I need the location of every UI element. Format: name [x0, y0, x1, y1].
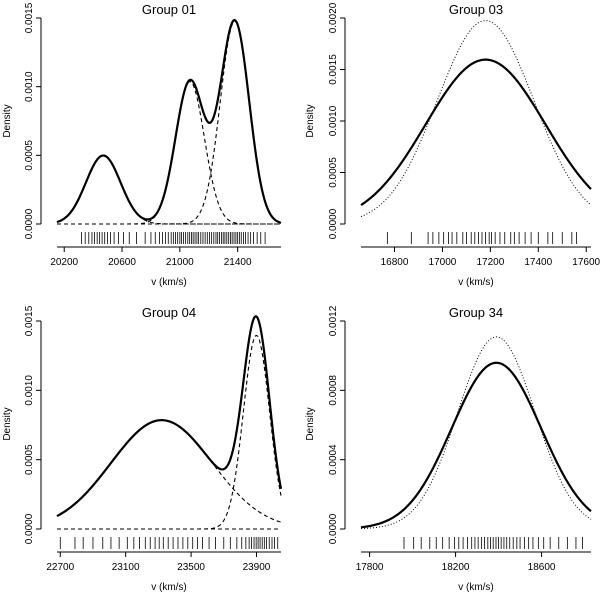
component-curve-1 [56, 419, 282, 523]
panel-title: Group 04 [142, 305, 196, 320]
y-tick-label: 0.0004 [328, 444, 339, 475]
x-tick-label: 22700 [46, 562, 74, 573]
y-tick-label: 0.0000 [328, 513, 339, 544]
plot-area: 0.0000 0.0005 0.0010 0.0015 20200 20600 21000 2… [24, 2, 282, 268]
component-curve-2 [57, 334, 282, 530]
y-tick-label: 0.0020 [328, 2, 339, 33]
panel-group-03: Group 03 Density v (km/s) 0.00000.00050.… [305, 2, 600, 288]
y-tick-label: 0.0010 [328, 105, 339, 136]
y-tick-label: 0.0000 [24, 513, 35, 544]
panel-title: Group 34 [449, 305, 503, 320]
plot-area: 0.0000 0.0005 0.0010 0.0015 22700 23100 23500 2… [24, 305, 283, 573]
x-tick-label: 23500 [177, 562, 205, 573]
x-tick-label: 17200 [476, 257, 504, 268]
x-axis-label: v (km/s) [151, 582, 187, 593]
y-axis-label: Density [305, 104, 316, 137]
y-tick-label: 0.0005 [328, 157, 339, 188]
y-tick-label: 0.0010 [24, 375, 35, 406]
x-tick-label: 23900 [243, 562, 271, 573]
y-tick-label: 0.0008 [328, 375, 339, 406]
x-tick-label: 23100 [112, 562, 140, 573]
total-density-curve [360, 58, 592, 207]
component-curve-2 [57, 81, 281, 225]
x-tick-label: 17000 [429, 257, 457, 268]
y-tick-label: 0.0005 [24, 444, 35, 475]
x-axis-label: v (km/s) [458, 582, 494, 593]
y-tick-label: 0.0015 [328, 54, 339, 85]
y-tick-label: 0.0010 [24, 71, 35, 102]
x-tick-label: 17800 [356, 562, 384, 573]
panel-group-04: Group 04 Density v (km/s) 0.00000.00050.… [2, 305, 283, 593]
x-tick-label: 21000 [166, 257, 194, 268]
y-tick-label: 0.0015 [24, 305, 35, 336]
y-axis-label: Density [305, 407, 316, 440]
x-tick-label: 21400 [224, 257, 252, 268]
plot-area: 0.0000 0.0005 0.0010 0.0015 0.0020 16800 17000… [328, 2, 600, 268]
y-tick-label: 0.0000 [328, 208, 339, 239]
x-tick-label: 20600 [108, 257, 136, 268]
panel-title: Group 03 [449, 2, 503, 17]
plot-area: 0.0000 0.0004 0.0008 0.0012 17800 18200 18600 [328, 305, 592, 573]
x-axis-label: v (km/s) [458, 277, 494, 288]
panel-title: Group 01 [142, 2, 196, 17]
y-tick-label: 0.0012 [328, 305, 339, 336]
total-density-curve [360, 361, 592, 529]
y-tick-label: 0.0015 [24, 2, 35, 33]
total-density-curve [56, 315, 283, 518]
y-tick-label: 0.0000 [24, 208, 35, 239]
y-axis-label: Density [2, 407, 13, 440]
y-axis-label: Density [2, 104, 13, 137]
x-tick-label: 20200 [50, 257, 78, 268]
reference-gaussian-curve [360, 336, 592, 530]
reference-gaussian-curve [360, 20, 592, 218]
x-tick-label: 18200 [442, 562, 470, 573]
x-tick-label: 17400 [524, 257, 552, 268]
component-curve-1 [56, 154, 281, 225]
x-tick-label: 17600 [572, 257, 600, 268]
panel-group-34: Group 34 Density v (km/s) 0.00000.00040.… [305, 305, 592, 593]
x-tick-label: 18600 [528, 562, 556, 573]
x-axis-label: v (km/s) [151, 277, 187, 288]
x-tick-label: 16800 [381, 257, 409, 268]
component-curve-3 [57, 20, 282, 225]
panel-group-01: Group 01 Density v (km/s) 0.00000.00050.… [2, 2, 282, 288]
y-tick-label: 0.0005 [24, 140, 35, 171]
total-density-curve [56, 18, 282, 224]
